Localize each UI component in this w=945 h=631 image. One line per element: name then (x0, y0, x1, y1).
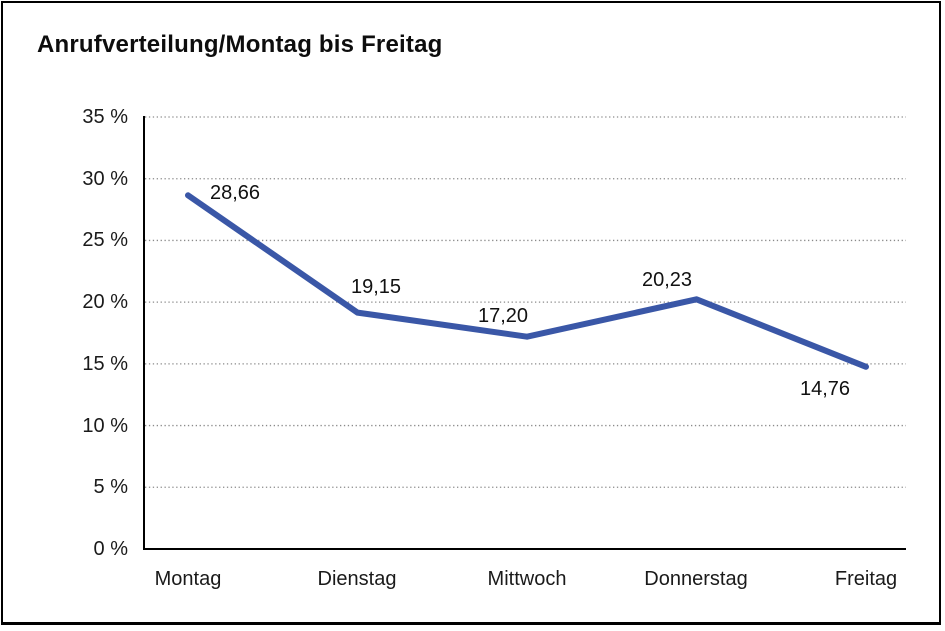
data-label-dienstag: 19,15 (351, 276, 402, 298)
data-line-anrufverteilung (185, 192, 869, 370)
y-tick-label-25: 25 % (82, 229, 128, 251)
x-tick-label-dienstag: Dienstag (317, 568, 397, 590)
y-tick-label-10: 10 % (82, 415, 128, 437)
y-tick-label-30: 30 % (82, 168, 128, 190)
data-label-freitag: 14,76 (800, 378, 851, 400)
data-label-mittwoch: 17,20 (478, 305, 529, 327)
y-tick-label-35: 35 % (82, 106, 128, 128)
y-tick-label-20: 20 % (82, 291, 128, 313)
y-tick-label-5: 5 % (93, 476, 128, 498)
y-tick-label-0: 0 % (93, 538, 128, 560)
x-tick-label-donnerstag: Donnerstag (644, 568, 748, 590)
data-label-donnerstag: 20,23 (642, 269, 693, 291)
x-tick-label-montag: Montag (154, 568, 222, 590)
y-tick-label-15: 15 % (82, 353, 128, 375)
x-tick-label-freitag: Freitag (834, 568, 898, 590)
data-label-montag: 28,66 (210, 182, 261, 204)
chart-title: Anrufverteilung/Montag bis Freitag (37, 31, 443, 58)
x-tick-label-mittwoch: Mittwoch (487, 568, 567, 590)
